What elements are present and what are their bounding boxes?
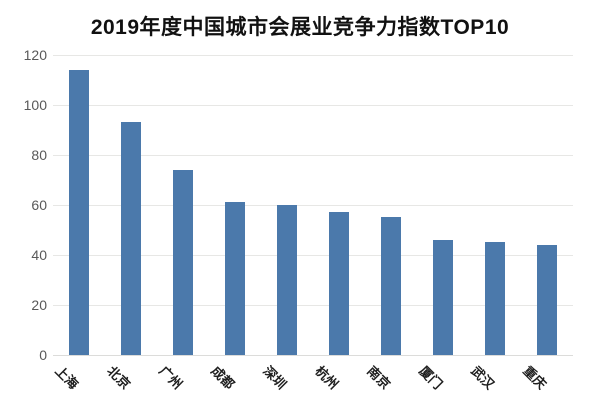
x-label-广州: 广州 — [156, 363, 186, 393]
bar-成都 — [225, 202, 245, 355]
y-tick-label-120: 120 — [23, 47, 47, 63]
x-label-南京: 南京 — [364, 363, 394, 393]
x-label-深圳: 深圳 — [260, 363, 290, 393]
gridline-20 — [53, 304, 573, 306]
gridline-60 — [53, 204, 573, 206]
y-tick-label-100: 100 — [23, 97, 47, 113]
gridline-120 — [53, 54, 573, 56]
gridline-80 — [53, 154, 573, 156]
gridline-0 — [53, 355, 573, 356]
y-tick-label-20: 20 — [31, 297, 47, 313]
bar-上海 — [69, 70, 89, 355]
bar-深圳 — [277, 205, 297, 355]
bar-南京 — [381, 217, 401, 355]
plot-area — [53, 54, 573, 356]
bar-杭州 — [329, 212, 349, 355]
y-tick-label-60: 60 — [31, 197, 47, 213]
x-label-武汉: 武汉 — [468, 363, 498, 393]
y-tick-label-0: 0 — [39, 347, 47, 363]
bar-北京 — [121, 122, 141, 355]
x-axis: 上海 北京 广州 成都 深圳 杭州 南京 厦门 武汉 重庆 — [52, 355, 573, 400]
y-tick-label-80: 80 — [31, 147, 47, 163]
chart-title: 2019年度中国城市会展业竞争力指数TOP10 — [90, 16, 510, 39]
bar-武汉 — [485, 242, 505, 355]
y-axis: 0 20 40 60 80 100 120 — [0, 47, 47, 363]
bar-厦门 — [433, 240, 453, 355]
gridline-40 — [53, 254, 573, 256]
x-label-厦门: 厦门 — [416, 363, 446, 393]
gridline-100 — [53, 104, 573, 106]
x-label-重庆: 重庆 — [520, 363, 550, 393]
bar-重庆 — [537, 245, 557, 355]
y-tick-label-40: 40 — [31, 247, 47, 263]
bar-广州 — [173, 170, 193, 355]
x-label-杭州: 杭州 — [312, 363, 342, 393]
x-label-北京: 北京 — [104, 363, 134, 393]
x-label-成都: 成都 — [208, 363, 238, 393]
x-label-上海: 上海 — [52, 363, 82, 393]
